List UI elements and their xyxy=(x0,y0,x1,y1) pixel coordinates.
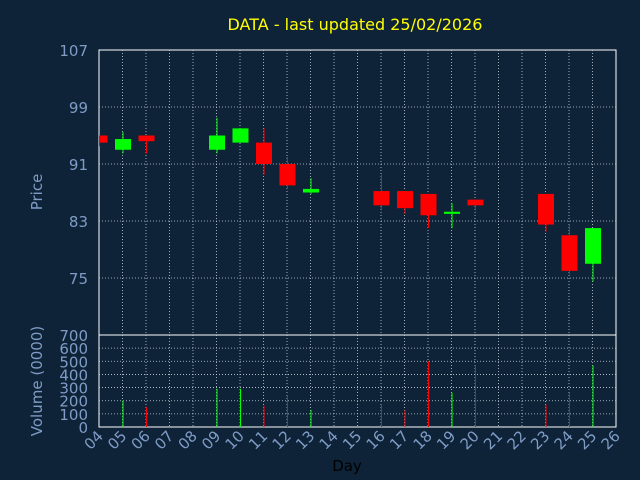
candle-body xyxy=(561,235,578,271)
price-axis-label: Price xyxy=(28,174,46,211)
day-tick-label: 05 xyxy=(104,427,130,453)
price-tick-label: 91 xyxy=(69,156,88,174)
candle-body xyxy=(373,191,390,206)
candle-body xyxy=(232,128,249,143)
candle-body xyxy=(279,164,296,186)
candle-body xyxy=(397,191,413,209)
price-tick-label: 107 xyxy=(59,42,88,60)
day-axis: 0405060708091011121314151617181920212223… xyxy=(81,427,624,453)
candle-body xyxy=(138,135,155,142)
chart-title: DATA - last updated 25/02/2026 xyxy=(228,15,483,34)
day-tick-label: 19 xyxy=(433,427,459,453)
day-tick-label: 11 xyxy=(245,427,271,453)
day-tick-label: 10 xyxy=(222,427,248,453)
candle-body xyxy=(256,142,272,164)
day-tick-label: 24 xyxy=(551,427,577,453)
day-tick-label: 06 xyxy=(128,427,154,453)
price-panel: 107 99 91 83 75 xyxy=(59,42,617,336)
day-tick-label: 09 xyxy=(198,427,224,453)
candle-body xyxy=(467,199,484,206)
day-tick-label: 26 xyxy=(598,427,624,453)
day-tick-label: 25 xyxy=(574,427,600,453)
candle-body xyxy=(444,211,460,214)
day-tick-label: 21 xyxy=(480,427,506,453)
volume-tick-label: 200 xyxy=(59,393,88,411)
price-tick-label: 99 xyxy=(69,99,88,117)
day-axis-label: Day xyxy=(332,457,362,475)
candle-body xyxy=(99,135,108,143)
day-tick-label: 23 xyxy=(527,427,553,453)
day-tick-label: 08 xyxy=(175,427,201,453)
day-tick-label: 16 xyxy=(363,427,389,453)
volume-axis-label: Volume (0000) xyxy=(28,326,46,436)
day-tick-label: 07 xyxy=(151,427,177,453)
day-tick-label: 20 xyxy=(457,427,483,453)
volume-tick-label: 500 xyxy=(59,353,88,371)
day-tick-label: 18 xyxy=(410,427,436,453)
volume-tick-label: 700 xyxy=(59,327,88,345)
day-tick-label: 12 xyxy=(269,427,295,453)
volume-tick-label: 600 xyxy=(59,340,88,358)
day-tick-label: 22 xyxy=(504,427,530,453)
price-tick-label: 75 xyxy=(69,270,88,288)
candle-body xyxy=(585,228,601,264)
candle-body xyxy=(115,139,131,150)
volume-tick-label: 0 xyxy=(78,419,88,437)
volume-tick-label: 100 xyxy=(59,406,88,424)
volume-tick-label: 400 xyxy=(59,366,88,384)
candle-body xyxy=(303,188,319,193)
day-tick-label: 15 xyxy=(339,427,365,453)
candle-body xyxy=(209,135,225,150)
candle-body xyxy=(538,193,554,225)
candle-body xyxy=(420,193,437,216)
volume-tick-label: 300 xyxy=(59,380,88,398)
day-tick-label: 17 xyxy=(386,427,412,453)
day-tick-label: 14 xyxy=(316,427,342,453)
day-tick-label: 13 xyxy=(292,427,318,453)
price-tick-label: 83 xyxy=(69,213,88,231)
